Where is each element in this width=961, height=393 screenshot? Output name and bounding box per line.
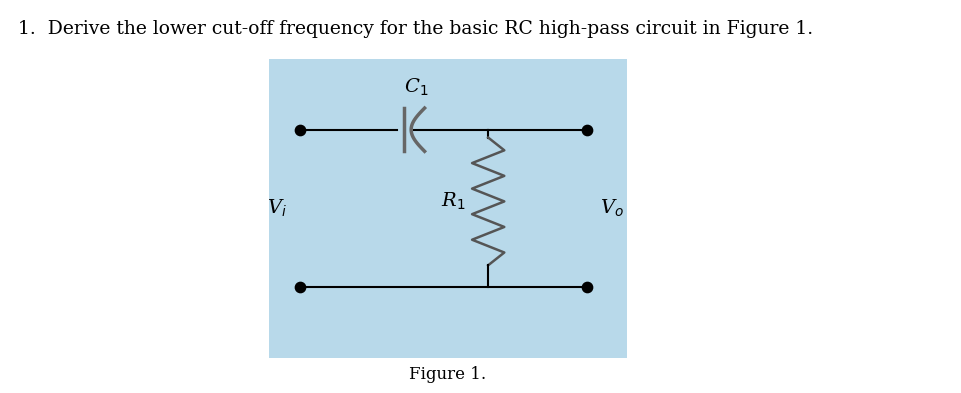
- Point: [579, 284, 595, 290]
- FancyBboxPatch shape: [269, 59, 627, 358]
- Text: R$_{1}$: R$_{1}$: [441, 191, 466, 212]
- Point: [579, 127, 595, 133]
- Text: 1.  Derive the lower cut-off frequency for the basic RC high-pass circuit in Fig: 1. Derive the lower cut-off frequency fo…: [18, 20, 813, 38]
- Text: C$_{1}$: C$_{1}$: [405, 77, 429, 98]
- Point: [292, 284, 308, 290]
- Text: V$_{i}$: V$_{i}$: [266, 198, 286, 219]
- Text: V$_{o}$: V$_{o}$: [601, 198, 624, 219]
- Point: [292, 127, 308, 133]
- Text: Figure 1.: Figure 1.: [409, 366, 486, 383]
